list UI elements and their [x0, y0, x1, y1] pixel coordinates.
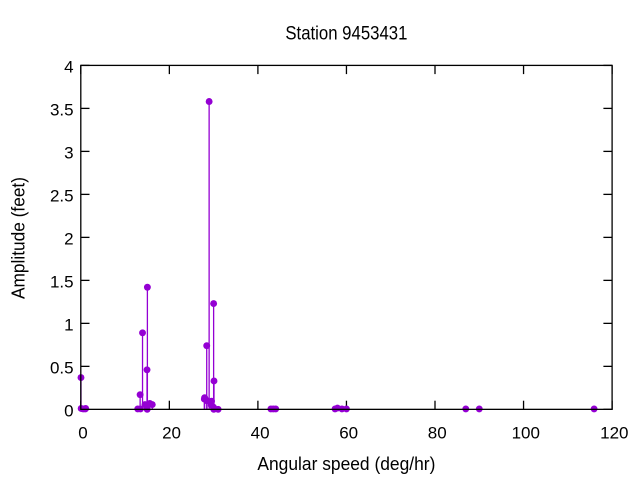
- svg-text:3.5: 3.5: [50, 100, 74, 119]
- svg-text:40: 40: [251, 423, 270, 442]
- svg-text:3: 3: [64, 143, 73, 162]
- svg-text:2: 2: [64, 229, 73, 248]
- svg-text:Amplitude (feet): Amplitude (feet): [9, 177, 29, 299]
- svg-text:0: 0: [64, 401, 73, 420]
- svg-text:0.5: 0.5: [50, 358, 74, 377]
- svg-text:1: 1: [64, 315, 73, 334]
- svg-text:Angular speed (deg/hr): Angular speed (deg/hr): [257, 454, 435, 474]
- svg-text:60: 60: [339, 423, 358, 442]
- svg-text:0: 0: [78, 423, 87, 442]
- svg-text:2.5: 2.5: [50, 186, 74, 205]
- svg-text:120: 120: [600, 423, 628, 442]
- svg-text:80: 80: [428, 423, 447, 442]
- svg-text:100: 100: [512, 423, 540, 442]
- svg-text:Station 9453431: Station 9453431: [285, 24, 407, 45]
- svg-text:4: 4: [64, 57, 73, 76]
- svg-text:1.5: 1.5: [50, 272, 74, 291]
- svg-text:20: 20: [162, 423, 181, 442]
